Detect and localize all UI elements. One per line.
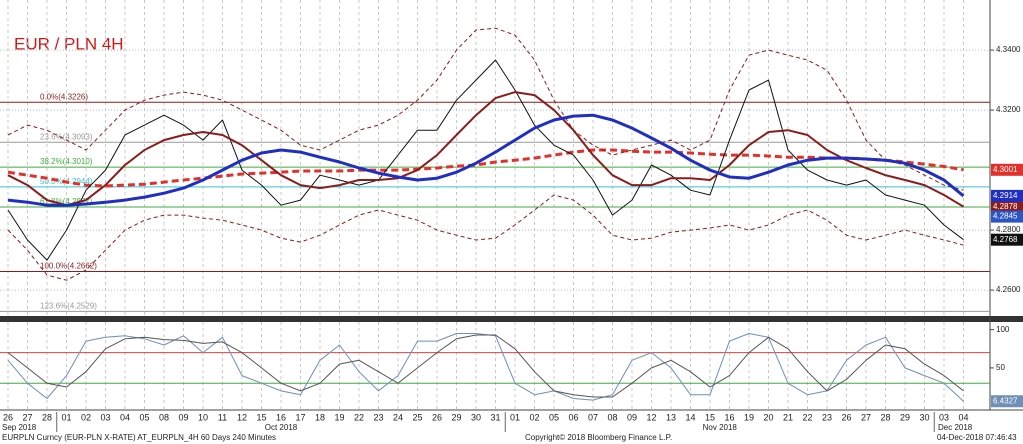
footer-copyright: Copyright© 2018 Bloomberg Finance L.P. xyxy=(525,433,672,442)
x-tick-label: 03 xyxy=(100,412,110,422)
x-tick-label: 27 xyxy=(22,412,32,422)
x-tick-label: 27 xyxy=(861,412,871,422)
x-tick-label: 13 xyxy=(666,412,676,422)
x-tick-label: 16 xyxy=(276,412,286,422)
price-tag xyxy=(991,210,1023,223)
fib-label: 38.2%(4.3010) xyxy=(40,157,93,166)
x-tick-label: 18 xyxy=(315,412,325,422)
series-line xyxy=(7,194,964,281)
y-tick-label: 50 xyxy=(996,363,1005,372)
x-tick-label: 22 xyxy=(354,412,364,422)
x-tick-label: 20 xyxy=(763,412,773,422)
month-label: Dec 2018 xyxy=(938,423,973,432)
price-tag xyxy=(991,395,1023,408)
y-tick-label: 4.2800 xyxy=(996,225,1021,234)
series-line xyxy=(7,27,964,191)
x-tick-label: 08 xyxy=(607,412,617,422)
month-label: Oct 2018 xyxy=(265,423,298,432)
x-tick-label: 26 xyxy=(432,412,442,422)
panel-separator xyxy=(0,316,1023,322)
x-tick-label: 12 xyxy=(237,412,247,422)
x-tick-label: 03 xyxy=(939,412,949,422)
x-tick-label: 12 xyxy=(646,412,656,422)
x-tick-label: 09 xyxy=(178,412,188,422)
price-tag-label: 4.2768 xyxy=(993,235,1018,244)
x-tick-label: 16 xyxy=(724,412,734,422)
series-line xyxy=(7,148,964,188)
price-tag xyxy=(991,163,1023,176)
x-tick-label: 26 xyxy=(841,412,851,422)
x-tick-label: 19 xyxy=(744,412,754,422)
series-line xyxy=(7,334,964,398)
series-line xyxy=(7,113,965,207)
x-tick-label: 29 xyxy=(451,412,461,422)
series-line xyxy=(7,91,965,208)
x-tick-label: 11 xyxy=(218,412,227,422)
x-tick-label: 24 xyxy=(393,412,403,422)
x-tick-label: 17 xyxy=(295,412,305,422)
month-label: Nov 2018 xyxy=(703,423,738,432)
y-tick-label: 100 xyxy=(996,325,1010,334)
x-tick-label: 01 xyxy=(510,412,520,422)
fib-label: 23.6%(4.3093) xyxy=(40,132,93,141)
x-tick-label: 05 xyxy=(549,412,559,422)
y-tick-label: 4.3200 xyxy=(996,105,1021,114)
price-tag xyxy=(991,200,1023,213)
x-tick-label: 28 xyxy=(880,412,890,422)
x-tick-label: 04 xyxy=(120,412,130,422)
x-tick-label: 14 xyxy=(685,412,695,422)
month-label: Sep 2018 xyxy=(2,423,37,432)
chart-title: EUR / PLN 4H xyxy=(14,34,124,53)
x-tick-label: 15 xyxy=(705,412,715,422)
price-tag-label: 4.2845 xyxy=(993,212,1018,221)
x-tick-label: 21 xyxy=(783,412,793,422)
fib-label: 100.0%(4.2662) xyxy=(40,262,97,271)
price-tag-label: 6.4327 xyxy=(993,396,1018,405)
x-tick-label: 19 xyxy=(334,412,344,422)
x-tick-label: 08 xyxy=(159,412,169,422)
x-tick-label: 09 xyxy=(627,412,637,422)
price-tag-label: 4.2878 xyxy=(993,202,1018,211)
series-line xyxy=(7,59,964,261)
price-tag-label: 4.3001 xyxy=(993,165,1018,174)
price-tag-label: 4.2914 xyxy=(993,191,1018,200)
x-tick-label: 22 xyxy=(802,412,812,422)
x-tick-label: 01 xyxy=(61,412,71,422)
footer-source: EURPLN Curncy (EUR-PLN X-RATE) AT_EURPLN… xyxy=(2,433,276,442)
x-tick-label: 23 xyxy=(822,412,832,422)
x-tick-label: 10 xyxy=(198,412,208,422)
x-tick-label: 25 xyxy=(412,412,422,422)
y-tick-label: 4.2600 xyxy=(996,285,1021,294)
x-tick-label: 04 xyxy=(958,412,968,422)
x-tick-label: 30 xyxy=(471,412,481,422)
fib-label: 0.0%(4.3226) xyxy=(40,92,88,101)
x-tick-label: 28 xyxy=(42,412,52,422)
fib-label: 61.8%(4.2877) xyxy=(40,197,93,206)
x-tick-label: 15 xyxy=(256,412,266,422)
x-tick-label: 02 xyxy=(81,412,91,422)
x-tick-label: 31 xyxy=(490,412,500,422)
price-tag xyxy=(991,233,1023,246)
x-tick-label: 05 xyxy=(139,412,149,422)
x-tick-label: 26 xyxy=(3,412,13,422)
x-tick-label: 23 xyxy=(373,412,383,422)
x-tick-label: 30 xyxy=(919,412,929,422)
x-tick-label: 07 xyxy=(588,412,598,422)
footer-timestamp: 04-Dec-2018 07:46:43 xyxy=(937,433,1017,442)
price-tag xyxy=(991,189,1023,202)
x-tick-label: 02 xyxy=(529,412,539,422)
x-tick-label: 06 xyxy=(568,412,578,422)
fib-label: 123.6%(4.2529) xyxy=(40,302,97,311)
y-tick-label: 4.3400 xyxy=(996,45,1021,54)
x-tick-label: 29 xyxy=(900,412,910,422)
